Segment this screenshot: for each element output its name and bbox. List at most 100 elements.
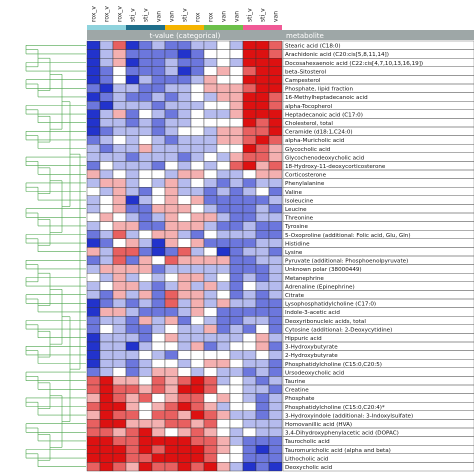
heatmap-cell bbox=[125, 307, 140, 317]
heatmap-cell bbox=[164, 83, 179, 93]
heatmap-cell bbox=[190, 290, 205, 300]
heatmap-cell bbox=[203, 453, 218, 463]
heatmap-cell bbox=[138, 462, 153, 472]
heatmap-cell bbox=[138, 393, 153, 403]
heatmap-cell bbox=[86, 324, 101, 334]
heatmap-cell bbox=[255, 135, 270, 145]
heatmap-cell bbox=[125, 92, 140, 102]
heatmap-cell bbox=[138, 290, 153, 300]
heatmap-cell bbox=[138, 143, 153, 153]
row-label: Threonine bbox=[284, 216, 314, 222]
heatmap-cell bbox=[138, 92, 153, 102]
heatmap-cell bbox=[268, 161, 283, 171]
heatmap-cell bbox=[125, 169, 140, 179]
heatmap-cell bbox=[177, 100, 192, 110]
row-label: Adrenaline (Epinephrine) bbox=[285, 284, 355, 290]
heatmap-cell bbox=[151, 333, 166, 343]
heatmap-cell bbox=[190, 281, 205, 291]
heatmap-cell bbox=[125, 298, 140, 308]
heatmap-cell bbox=[216, 281, 231, 291]
heatmap-cell bbox=[138, 229, 153, 239]
heatmap-cell bbox=[216, 49, 231, 59]
heatmap-cell bbox=[138, 221, 153, 231]
heatmap-cell bbox=[242, 264, 257, 274]
heatmap-cell bbox=[112, 247, 127, 257]
heatmap-cell bbox=[229, 126, 244, 136]
heatmap-cell bbox=[216, 143, 231, 153]
heatmap-cell bbox=[255, 109, 270, 119]
heatmap-cell bbox=[229, 359, 244, 369]
heatmap-cell bbox=[164, 212, 179, 222]
heatmap-cell bbox=[177, 126, 192, 136]
heatmap-cell bbox=[216, 109, 231, 119]
heatmap-cell bbox=[190, 298, 205, 308]
heatmap-cell bbox=[268, 126, 283, 136]
heatmap-cell bbox=[255, 66, 270, 76]
column-label: rox_v bbox=[117, 6, 124, 22]
heatmap-cell bbox=[203, 290, 218, 300]
heatmap-cell bbox=[99, 238, 114, 248]
heatmap-cell bbox=[216, 255, 231, 265]
heatmap-cell bbox=[268, 359, 283, 369]
heatmap-cell bbox=[164, 264, 179, 274]
heatmap-cell bbox=[268, 195, 283, 205]
heatmap-cell bbox=[190, 462, 205, 472]
heatmap-cell bbox=[268, 264, 283, 274]
heatmap-cell bbox=[190, 152, 205, 162]
heatmap-cell bbox=[242, 324, 257, 334]
heatmap-cell bbox=[268, 462, 283, 472]
heatmap-cell bbox=[125, 255, 140, 265]
heatmap-cell bbox=[242, 186, 257, 196]
heatmap-cell bbox=[255, 298, 270, 308]
heatmap-cell bbox=[203, 221, 218, 231]
row-label: Phenylalanine bbox=[285, 181, 325, 187]
heatmap-cell bbox=[255, 367, 270, 377]
heatmap-cell bbox=[164, 402, 179, 412]
heatmap-cell bbox=[190, 273, 205, 283]
heatmap-cell bbox=[255, 238, 270, 248]
heatmap-cell bbox=[86, 298, 101, 308]
heatmap-cell bbox=[216, 384, 231, 394]
heatmap-cell bbox=[112, 281, 127, 291]
heatmap-cell bbox=[229, 290, 244, 300]
heatmap-cell bbox=[112, 40, 127, 50]
heatmap-cell bbox=[112, 419, 127, 429]
heatmap-cell bbox=[86, 384, 101, 394]
column-labels: rox_v rox_v rox_v sti_v sti_v van van sti_v rox r… bbox=[91, 6, 280, 22]
heatmap-cell bbox=[229, 58, 244, 68]
heatmap-cell bbox=[99, 247, 114, 257]
heatmap-cell bbox=[216, 204, 231, 214]
heatmap-cell bbox=[86, 247, 101, 257]
heatmap-cell bbox=[203, 152, 218, 162]
heatmap-cell bbox=[125, 393, 140, 403]
heatmap-cell bbox=[177, 324, 192, 334]
heatmap-cell bbox=[255, 178, 270, 188]
heatmap-cell bbox=[255, 427, 270, 437]
heatmap-cell bbox=[268, 212, 283, 222]
heatmap-cell bbox=[99, 92, 114, 102]
heatmap-cell bbox=[242, 376, 257, 386]
heatmap-cell bbox=[125, 333, 140, 343]
column-group-swatch bbox=[87, 25, 126, 30]
heatmap-cell bbox=[216, 307, 231, 317]
heatmap-cell bbox=[203, 118, 218, 128]
heatmap-cell bbox=[151, 143, 166, 153]
heatmap-cell bbox=[190, 316, 205, 326]
heatmap-cell bbox=[138, 75, 153, 85]
heatmap-cell bbox=[125, 376, 140, 386]
heatmap-cell bbox=[99, 221, 114, 231]
heatmap-cell bbox=[229, 247, 244, 257]
heatmap-cell bbox=[229, 118, 244, 128]
heatmap-cell bbox=[190, 307, 205, 317]
heatmap-cell bbox=[216, 186, 231, 196]
heatmap-cell bbox=[268, 49, 283, 59]
heatmap-cell bbox=[268, 100, 283, 110]
row-labels: Stearic acid (C18:0) Arachidonic acid (C2… bbox=[282, 40, 474, 472]
heatmap-cell bbox=[268, 221, 283, 231]
heatmap-cell bbox=[216, 419, 231, 429]
row-header-bar bbox=[283, 30, 474, 40]
heatmap-cell bbox=[242, 462, 257, 472]
heatmap-cell bbox=[255, 221, 270, 231]
heatmap-cell bbox=[242, 273, 257, 283]
heatmap-cell bbox=[216, 324, 231, 334]
